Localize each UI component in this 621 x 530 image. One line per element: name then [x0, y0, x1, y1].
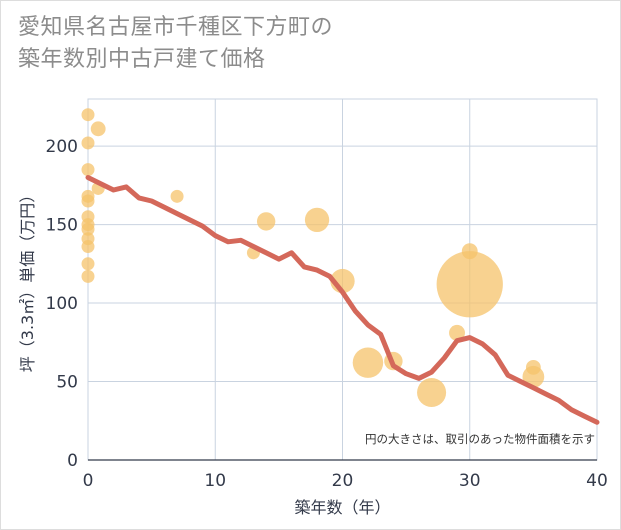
data-point	[522, 365, 545, 388]
data-point	[90, 121, 106, 137]
x-tick-label: 20	[332, 471, 354, 491]
size-note: 円の大きさは、取引のあった物件面積を示す	[365, 432, 595, 446]
title-line-2: 築年数別中古戸建て価格	[18, 47, 266, 72]
y-tick-label: 100	[46, 294, 78, 314]
x-tick-label: 40	[586, 471, 608, 491]
grid	[87, 98, 598, 461]
y-tick-label: 200	[46, 137, 78, 157]
data-point	[81, 222, 95, 236]
data-point	[170, 189, 184, 203]
title-line-1: 愛知県名古屋市千種区下方町の	[18, 15, 334, 40]
data-point	[81, 240, 95, 254]
y-tick-label: 150	[46, 216, 78, 236]
y-tick-label: 50	[56, 373, 78, 393]
data-point	[81, 269, 95, 283]
data-point	[436, 251, 503, 318]
data-point	[81, 257, 95, 271]
x-axis-label: 築年数（年）	[294, 498, 390, 517]
y-axis-label: 坪（3.3㎡）単価（万円）	[18, 187, 37, 372]
y-tick-label: 0	[67, 451, 78, 471]
data-point	[81, 194, 95, 208]
data-point	[352, 347, 384, 378]
trend-line	[85, 175, 600, 425]
x-tick-label: 0	[83, 471, 94, 491]
x-tick-label: 30	[459, 471, 481, 491]
data-points	[81, 108, 545, 408]
data-point	[449, 324, 465, 341]
data-point	[81, 108, 95, 122]
x-tick-label: 10	[204, 471, 226, 491]
data-point	[81, 163, 95, 177]
data-point	[417, 377, 447, 408]
axis-ticks: 0 50 100 150 200 0 10 20 30 40	[46, 137, 608, 491]
data-point	[304, 207, 330, 233]
data-point	[81, 136, 95, 150]
chart-title: 愛知県名古屋市千種区下方町の 築年数別中古戸建て価格	[18, 12, 578, 76]
data-point	[256, 212, 276, 231]
